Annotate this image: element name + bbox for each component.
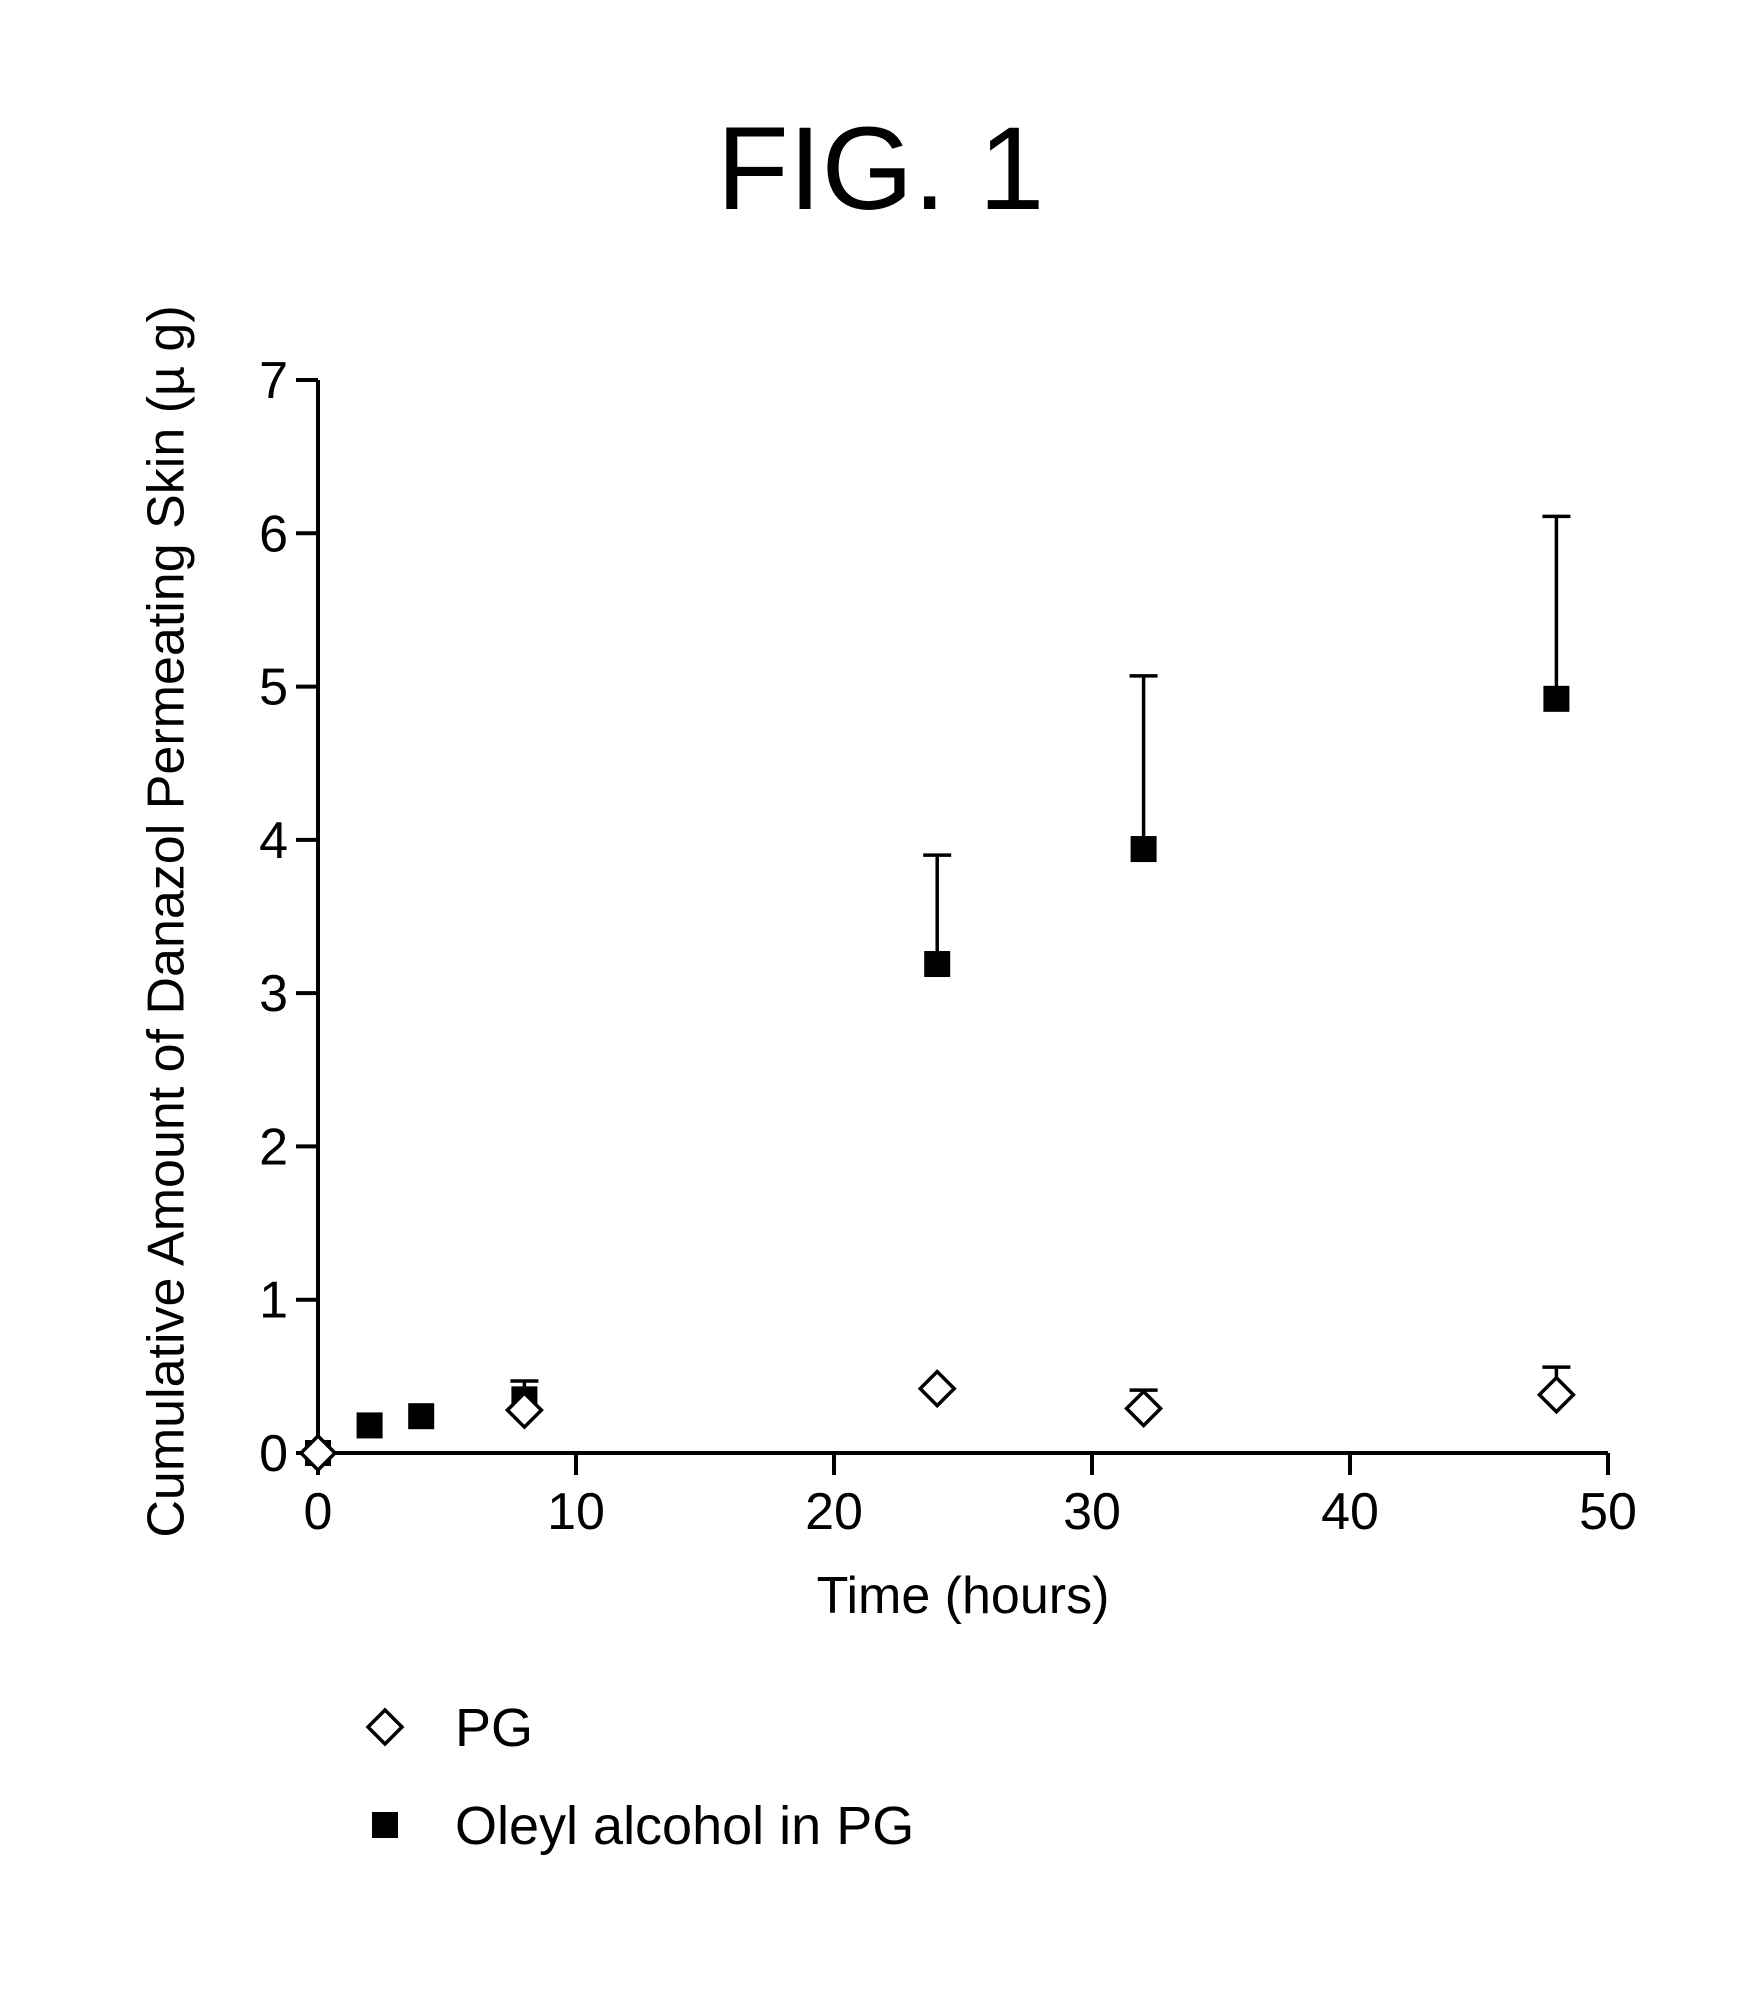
x-tick-label: 30 — [1063, 1483, 1121, 1541]
y-tick-label: 2 — [259, 1118, 288, 1176]
y-tick-label: 0 — [259, 1425, 288, 1483]
y-ticks: 0 1 2 3 4 5 6 7 — [259, 352, 318, 1483]
oleyl-point — [1543, 686, 1569, 712]
oleyl-point — [924, 951, 950, 977]
y-axis-title: Cumulative Amount of Danazol Permeating … — [138, 305, 196, 1537]
pg-point — [920, 1372, 954, 1406]
y-tick-label: 3 — [259, 965, 288, 1023]
axes — [318, 380, 1608, 1453]
y-tick-label: 7 — [259, 352, 288, 410]
error-bars — [510, 516, 1570, 1408]
y-tick-label: 1 — [259, 1272, 288, 1330]
legend-marker — [372, 1812, 398, 1838]
legend: PG Oleyl alcohol in PG — [368, 1698, 914, 1856]
x-tick-label: 40 — [1321, 1483, 1379, 1541]
scatter-chart: 0 1 2 3 4 5 6 7 0 10 20 30 40 50 Time (hours) Cumula… — [0, 0, 1761, 2015]
legend-label: Oleyl alcohol in PG — [455, 1796, 914, 1856]
x-tick-label: 50 — [1579, 1483, 1637, 1541]
pg-point — [1539, 1378, 1573, 1412]
oleyl-point — [408, 1403, 434, 1429]
oleyl-point — [357, 1412, 383, 1438]
legend-label: PG — [455, 1698, 533, 1758]
legend-marker — [368, 1710, 402, 1744]
pg-point — [1127, 1392, 1161, 1426]
y-tick-label: 4 — [259, 812, 288, 870]
x-tick-label: 0 — [304, 1483, 333, 1541]
y-tick-label: 6 — [259, 505, 288, 563]
data-markers — [301, 686, 1573, 1470]
oleyl-point — [1131, 836, 1157, 862]
x-tick-label: 10 — [547, 1483, 605, 1541]
x-ticks: 0 10 20 30 40 50 — [304, 1453, 1637, 1541]
x-tick-label: 20 — [805, 1483, 863, 1541]
y-tick-label: 5 — [259, 659, 288, 717]
x-axis-title: Time (hours) — [817, 1567, 1110, 1625]
